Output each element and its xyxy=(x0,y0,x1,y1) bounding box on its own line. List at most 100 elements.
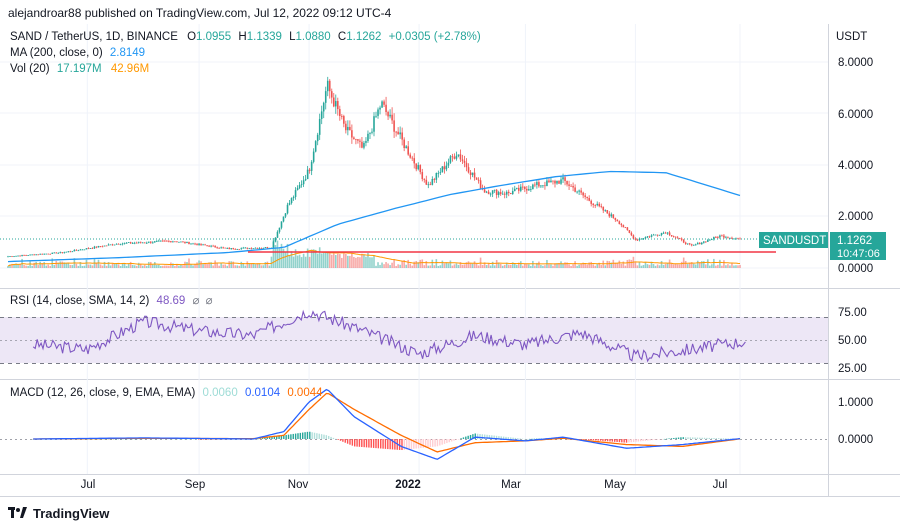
price-axis[interactable]: USDT 8.0000 6.0000 4.0000 2.0000 0.0000 xyxy=(836,31,873,275)
volume-bar xyxy=(604,265,607,268)
candle-body xyxy=(429,184,432,186)
macd-hist-bar xyxy=(510,437,512,439)
ma-200-line xyxy=(7,170,741,263)
candle-body xyxy=(196,244,198,246)
candle-body xyxy=(475,177,478,180)
candle-body xyxy=(43,253,45,255)
candle-body xyxy=(361,141,363,148)
candle-body xyxy=(642,238,645,240)
volume-bar xyxy=(602,260,605,268)
macd-pane[interactable] xyxy=(0,388,828,460)
candle-body xyxy=(403,139,405,149)
volume-bar xyxy=(282,248,285,268)
candle-body xyxy=(727,237,729,239)
macd-hist-bar xyxy=(725,438,727,439)
price-pane[interactable] xyxy=(0,76,828,268)
volume-bar xyxy=(228,261,231,268)
volume-bar xyxy=(662,264,665,268)
volume-bar xyxy=(536,262,538,268)
volume-bar xyxy=(47,264,50,268)
time-axis[interactable]: Jul Sep Nov 2022 Mar May Jul xyxy=(81,479,728,491)
candle-body xyxy=(254,247,257,249)
candle-body xyxy=(538,182,540,187)
macd-hist-bar xyxy=(434,439,436,447)
volume-bar xyxy=(208,262,210,268)
candle-body xyxy=(168,240,170,242)
macd-hist-bar xyxy=(339,439,342,441)
macd-hist-bar xyxy=(493,435,495,439)
candle-body xyxy=(117,243,120,245)
candle-body xyxy=(351,130,353,138)
volume-bar xyxy=(688,262,691,268)
volume-bar xyxy=(489,265,492,268)
macd-hist-bar xyxy=(153,438,155,440)
macd-hist-bar xyxy=(167,438,169,440)
volume-bar xyxy=(505,262,508,268)
volume-bar xyxy=(83,265,86,268)
volume-bar xyxy=(371,257,373,268)
candle-body xyxy=(463,160,466,163)
candle-body xyxy=(306,169,309,180)
rsi-value: 48.69 xyxy=(157,295,186,307)
candle-body xyxy=(256,247,259,249)
candle-body xyxy=(397,131,399,135)
macd-hist-bar xyxy=(602,439,604,441)
macd-hist-bar xyxy=(439,439,441,446)
macd-hist-bar xyxy=(687,437,689,439)
volume-bar xyxy=(532,260,534,268)
volume-bar xyxy=(192,265,194,268)
volume-bar xyxy=(473,261,476,268)
candle-body xyxy=(218,247,220,249)
volume-bar xyxy=(737,265,739,268)
volume-bar xyxy=(509,264,512,268)
volume-bar xyxy=(700,261,703,268)
candle-body xyxy=(77,250,80,252)
macd-hist-bar xyxy=(684,437,687,439)
tradingview-footer[interactable]: TradingView xyxy=(8,504,109,522)
candle-body xyxy=(154,241,156,243)
candle-body xyxy=(369,132,371,134)
candle-body xyxy=(407,146,409,155)
volume-bar xyxy=(284,252,287,268)
rsi-axis[interactable]: 75.00 50.00 25.00 xyxy=(838,307,867,375)
candle-body xyxy=(139,241,142,243)
macd-hist-bar xyxy=(316,433,318,439)
macd-axis[interactable]: 1.0000 0.0000 xyxy=(838,397,873,446)
volume-bar xyxy=(526,264,528,268)
volume-bar xyxy=(457,264,460,268)
macd-hist-bar xyxy=(521,438,524,440)
volume-bar xyxy=(606,260,609,268)
volume-bar xyxy=(194,263,196,268)
macd-hist-bar xyxy=(524,438,526,440)
volume-bar xyxy=(624,265,627,268)
volume-bar xyxy=(15,263,17,268)
volume-bar xyxy=(19,263,21,268)
candle-body xyxy=(258,247,261,249)
price-tick-8: 8.0000 xyxy=(838,57,873,69)
macd-hist-bar xyxy=(465,436,467,439)
volume-bar xyxy=(686,264,689,268)
symbol-badge-text: SANDUSDT xyxy=(763,235,826,247)
macd-hist-bar xyxy=(651,439,654,441)
macd-hist-bar xyxy=(389,439,391,450)
candle-body xyxy=(528,189,530,191)
candle-body xyxy=(35,254,37,256)
volume-bar xyxy=(369,257,371,268)
macd-hist-bar xyxy=(363,439,365,448)
candle-body xyxy=(123,242,126,244)
volume-bar xyxy=(431,259,434,268)
volume-bar xyxy=(467,261,470,268)
macd-hist-bar xyxy=(467,435,469,439)
vol-value-2: 42.96M xyxy=(111,63,149,75)
candle-body xyxy=(626,227,629,231)
candle-body xyxy=(550,180,552,183)
rsi-pane[interactable] xyxy=(0,309,828,364)
volume-bar xyxy=(260,265,263,268)
candle-body xyxy=(703,241,705,243)
candle-body xyxy=(467,167,470,173)
candle-body xyxy=(222,247,224,249)
candle-body xyxy=(578,190,580,192)
candle-body xyxy=(79,249,82,251)
candle-body xyxy=(272,241,275,248)
